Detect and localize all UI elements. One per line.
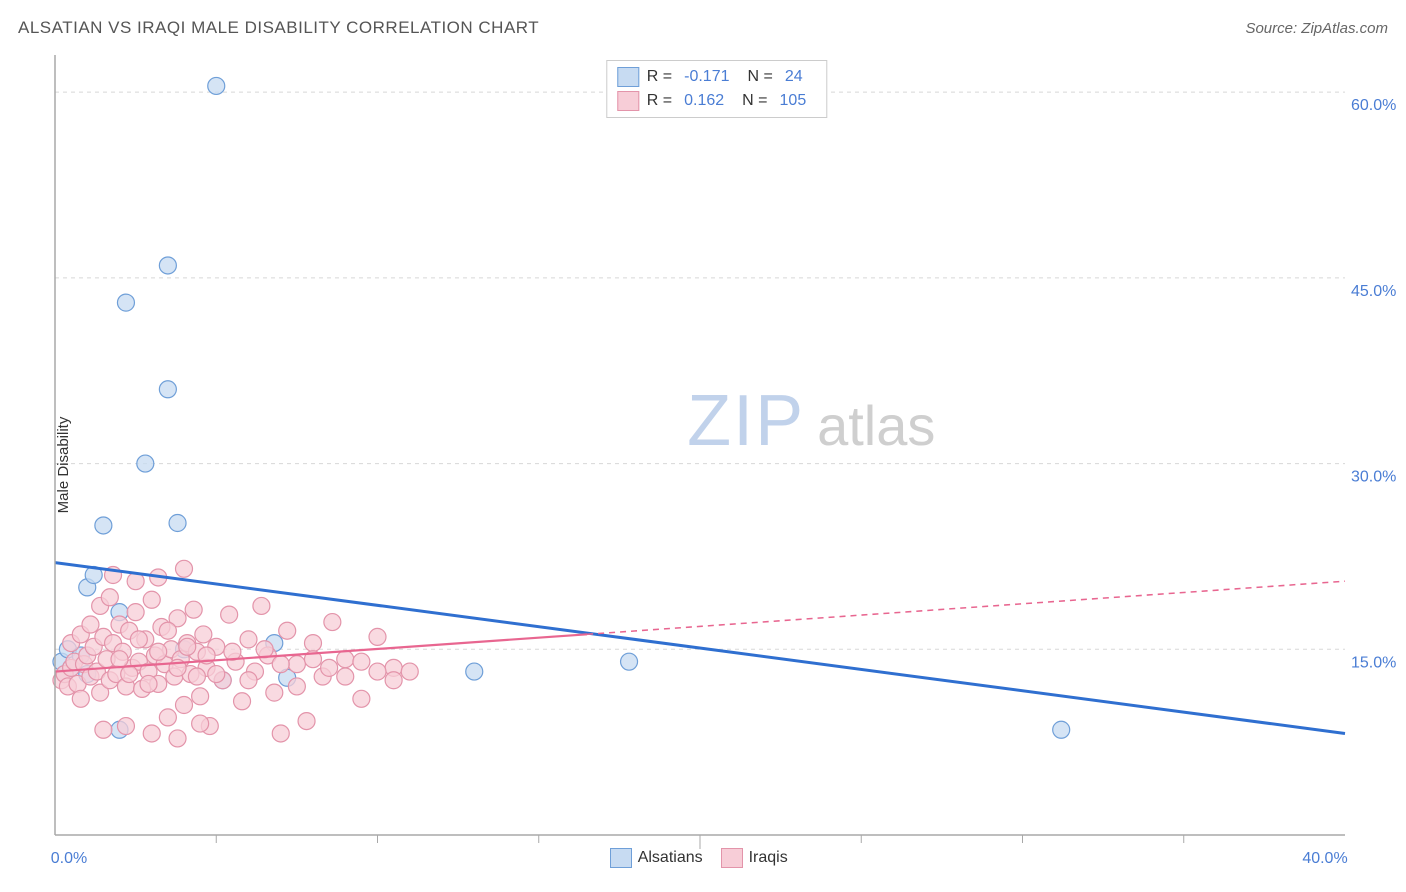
chart-source: Source: ZipAtlas.com (1245, 20, 1388, 37)
correlation-legend: R =-0.171N =24R =0.162N =105 (606, 60, 827, 118)
chart-title: ALSATIAN VS IRAQI MALE DISABILITY CORREL… (18, 18, 539, 38)
legend-swatch-icon (721, 848, 743, 868)
legend-item-iraqis: Iraqis (721, 848, 788, 868)
series-legend: Alsatians Iraqis (610, 848, 788, 868)
svg-text:45.0%: 45.0% (1351, 283, 1396, 300)
legend-row-alsatians: R =-0.171N =24 (617, 65, 816, 89)
chart-container: Male Disability 15.0%30.0%45.0%60.0%ZIPa… (45, 55, 1388, 874)
svg-text:ZIP: ZIP (687, 381, 805, 461)
svg-text:40.0%: 40.0% (1302, 850, 1347, 867)
legend-swatch-icon (610, 848, 632, 868)
legend-swatch-icon (617, 91, 639, 111)
scatter-chart: 15.0% 30.0% 45.0% 60.0% ZIPatlas 0.0% 40.0% (45, 55, 1398, 874)
chart-header: ALSATIAN VS IRAQI MALE DISABILITY CORREL… (18, 18, 1388, 38)
svg-text:0.0%: 0.0% (51, 850, 87, 867)
svg-text:atlas: atlas (817, 394, 935, 457)
svg-text:30.0%: 30.0% (1351, 469, 1396, 486)
y-axis-label: Male Disability (55, 416, 72, 513)
legend-swatch-icon (617, 67, 639, 87)
svg-text:60.0%: 60.0% (1351, 97, 1396, 114)
svg-text:15.0%: 15.0% (1351, 654, 1396, 671)
legend-row-iraqis: R =0.162N =105 (617, 89, 816, 113)
legend-item-alsatians: Alsatians (610, 848, 703, 868)
